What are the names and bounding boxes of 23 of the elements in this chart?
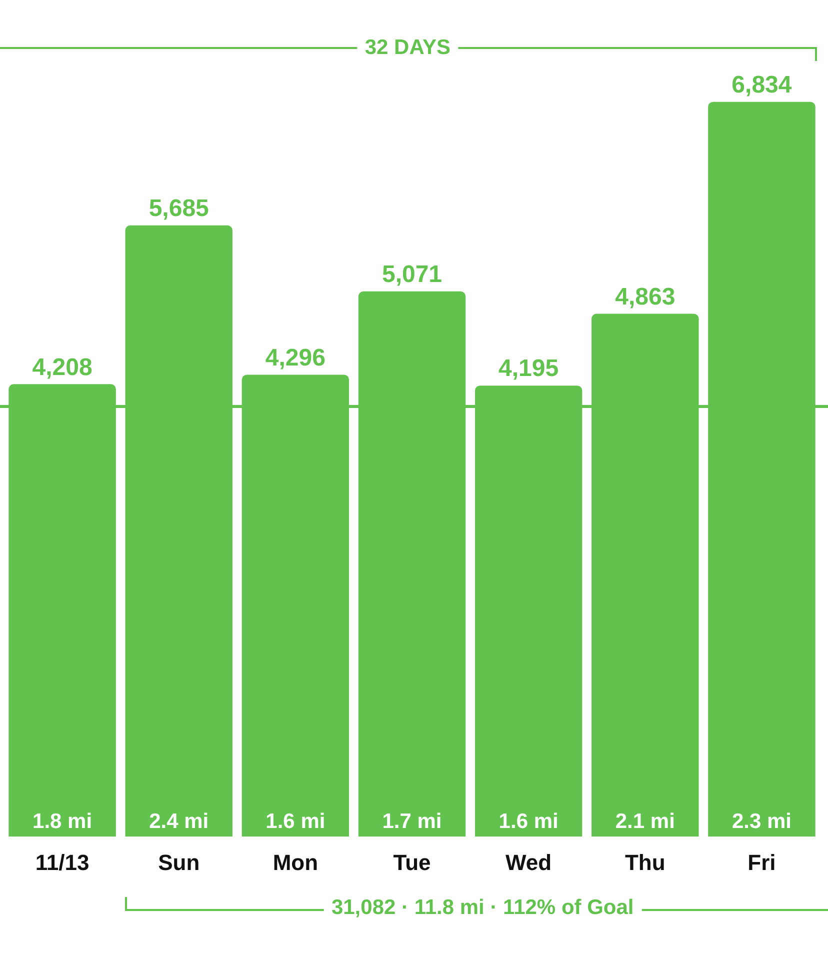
x-tick-label: Fri	[748, 850, 776, 875]
annotation: 1.8 mi	[32, 810, 92, 833]
x-tick-label: Thu	[624, 850, 666, 875]
x-tick-label: 11/13	[35, 850, 90, 875]
annotation: 1.7 mi	[382, 810, 442, 833]
annotation: 2.3 mi	[732, 810, 792, 833]
data-label: 4,208	[32, 354, 92, 381]
data-label: 4,863	[615, 283, 676, 310]
x-tick-label: Wed	[506, 850, 552, 875]
x-tick-label: Tue	[393, 850, 431, 875]
annotation: 1.6 mi	[266, 810, 326, 833]
text: 31,082 · 11.8 mi · 112% of Goal	[323, 896, 642, 920]
annotation: 2.4 mi	[149, 810, 209, 833]
x-tick-label: Sun	[158, 850, 200, 875]
annotation: 2.1 mi	[615, 810, 675, 833]
data-label: 4,195	[498, 355, 559, 382]
data-label: 4,296	[265, 344, 326, 372]
text: 32 DAYS	[356, 36, 458, 60]
x-tick-label: Mon	[272, 850, 318, 875]
annotation: 1.6 mi	[498, 810, 558, 833]
data-label: 5,685	[148, 195, 209, 222]
data-label: 6,834	[732, 71, 792, 98]
data-label: 5,071	[382, 261, 442, 288]
